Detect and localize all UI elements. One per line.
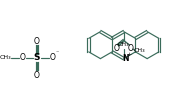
Text: O: O [34, 37, 40, 46]
Text: CH₃: CH₃ [118, 42, 130, 47]
Text: O: O [128, 44, 133, 52]
Text: CH₃: CH₃ [0, 55, 11, 60]
Text: O: O [50, 53, 55, 62]
Text: +: + [126, 52, 132, 57]
Text: CH₃: CH₃ [133, 48, 145, 53]
Text: N: N [122, 54, 128, 63]
Text: O: O [114, 45, 120, 53]
Text: O: O [20, 53, 25, 62]
Text: O: O [34, 71, 40, 80]
Text: S: S [34, 53, 40, 62]
Text: ⁻: ⁻ [55, 52, 58, 57]
